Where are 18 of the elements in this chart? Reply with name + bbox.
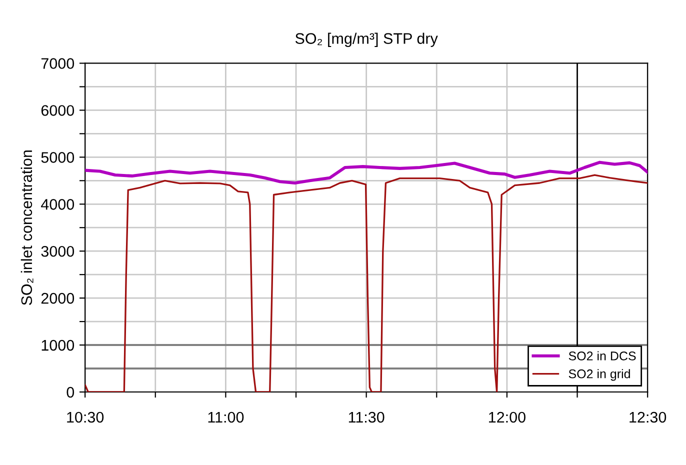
y-tick-label: 0: [66, 386, 74, 398]
y-tick-label: 4000: [41, 199, 74, 210]
line-series: [85, 160, 648, 185]
x-tick-label: 12:00: [489, 412, 526, 423]
legend-label: SO2 in grid: [568, 369, 630, 381]
chart-title: SO₂ [mg/m³] STP dry: [295, 32, 438, 47]
legend-label: SO2 in DCS: [568, 351, 636, 360]
y-tick-label: 5000: [41, 152, 74, 163]
x-tick-label: 10:30: [67, 412, 104, 423]
y-tick-label: 6000: [41, 105, 74, 116]
y-tick-label: 1000: [42, 340, 74, 351]
y-tick-label: 2000: [41, 292, 74, 304]
x-tick-label: 12:30: [630, 412, 666, 423]
x-tick-label: 11:30: [348, 412, 384, 423]
y-tick-label: 3000: [41, 246, 74, 257]
x-tick-label: 11:00: [208, 412, 244, 423]
y-tick-label: 7000: [41, 58, 74, 69]
y-axis-title: SO₂ inlet concentration: [20, 150, 34, 306]
